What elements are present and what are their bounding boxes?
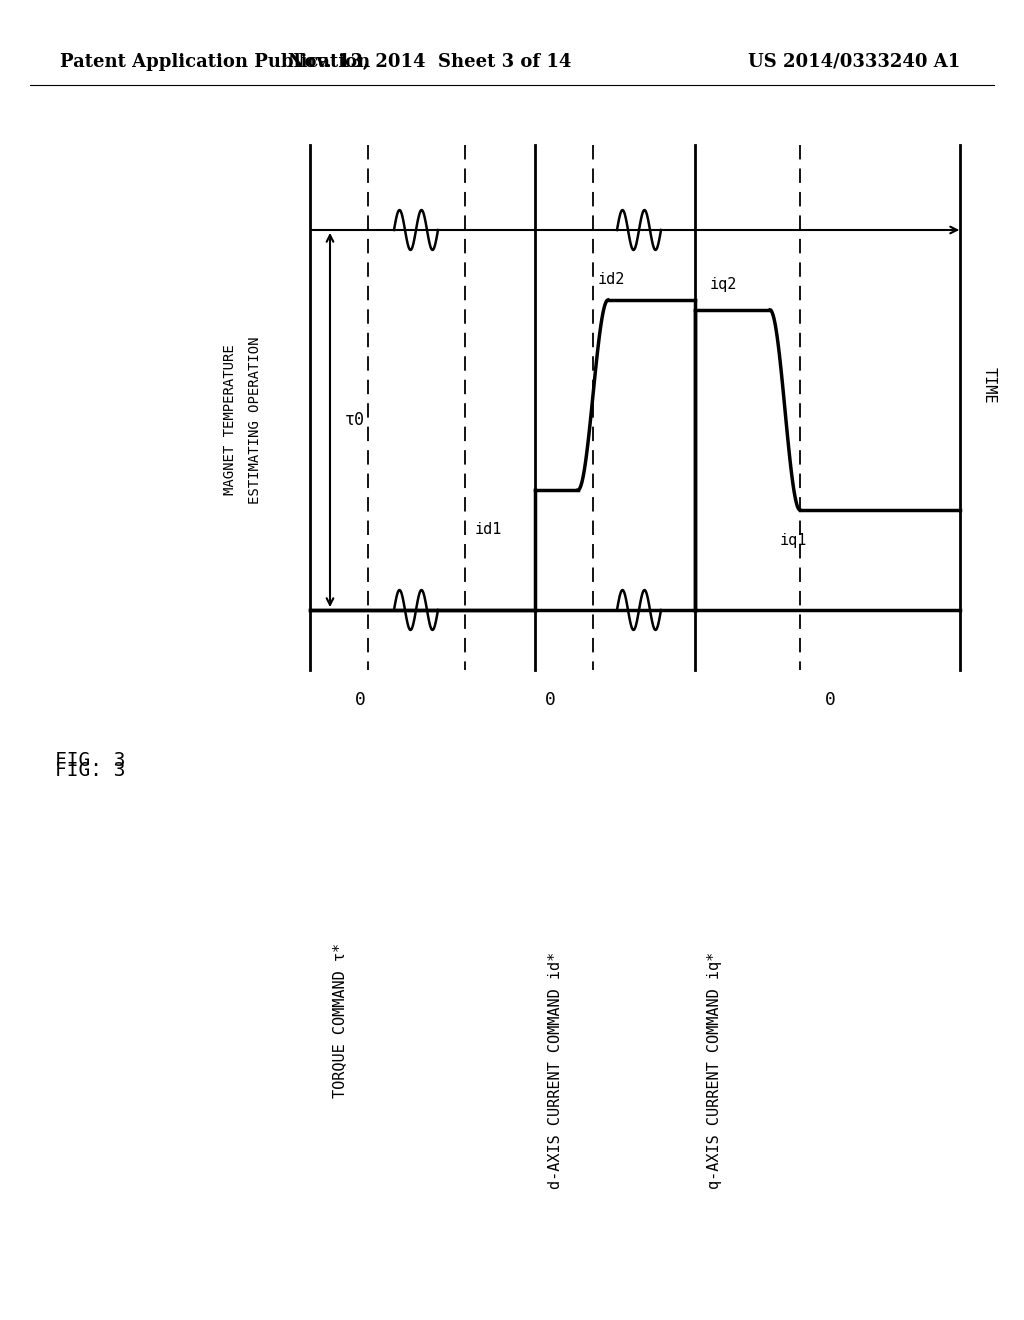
Text: US 2014/0333240 A1: US 2014/0333240 A1 (748, 53, 961, 71)
Text: FIG. 3: FIG. 3 (55, 751, 126, 770)
Text: 0: 0 (545, 690, 555, 709)
Text: TORQUE COMMAND τ*: TORQUE COMMAND τ* (333, 942, 347, 1097)
Text: id2: id2 (598, 272, 626, 288)
Text: Nov. 13, 2014  Sheet 3 of 14: Nov. 13, 2014 Sheet 3 of 14 (289, 53, 571, 71)
Text: d-AXIS CURRENT COMMAND id*: d-AXIS CURRENT COMMAND id* (548, 952, 562, 1188)
Text: 0: 0 (354, 690, 366, 709)
Text: MAGNET TEMPERATURE: MAGNET TEMPERATURE (223, 345, 237, 495)
Text: FIG. 3: FIG. 3 (55, 760, 126, 780)
Text: q-AXIS CURRENT COMMAND iq*: q-AXIS CURRENT COMMAND iq* (708, 952, 723, 1188)
Text: 0: 0 (824, 690, 836, 709)
Text: τ0: τ0 (345, 411, 365, 429)
Text: id1: id1 (475, 523, 503, 537)
Text: iq2: iq2 (710, 277, 737, 293)
Text: TIME: TIME (982, 367, 997, 403)
Text: Patent Application Publication: Patent Application Publication (60, 53, 371, 71)
Text: iq1: iq1 (780, 532, 807, 548)
Text: ESTIMATING OPERATION: ESTIMATING OPERATION (248, 337, 262, 504)
